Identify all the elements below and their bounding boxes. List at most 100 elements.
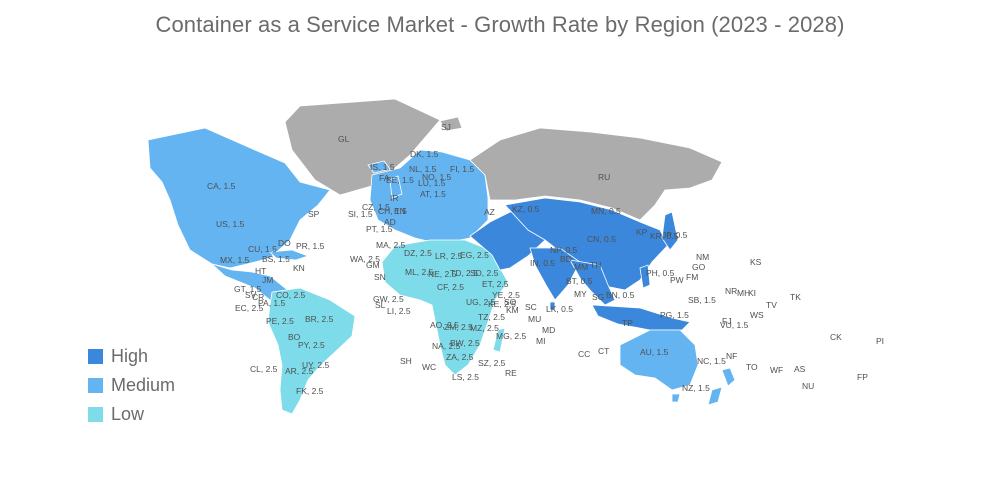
map-label-ug: UG, 2.5 — [466, 297, 496, 307]
map-label-bw: BW, 2.5 — [450, 338, 480, 348]
map-label-bt: BT, 0.5 — [566, 276, 593, 286]
map-label-pa: PA, 1.5 — [258, 298, 286, 308]
map-label-do: DO — [278, 238, 291, 248]
map-label-mh: MH — [737, 288, 750, 298]
map-label-pt: PT, 1.5 — [366, 224, 393, 234]
map-label-np: NP, 0.5 — [550, 245, 578, 255]
map-label-fa: FA — [379, 173, 390, 183]
map-label-kz: KZ, 0.5 — [512, 204, 540, 214]
map-label-km: KM — [506, 305, 519, 315]
map-label-dk: DK, 1.5 — [410, 149, 439, 159]
map-label-cf: CF, 2.5 — [437, 282, 464, 292]
map-label-th: TH — [590, 260, 601, 270]
map-label-ad: AD — [384, 217, 396, 227]
map-label-ye: YE, 2.5 — [492, 290, 520, 300]
map-label-uy: UY, 2.5 — [302, 360, 330, 370]
map-label-pw: PW — [670, 275, 684, 285]
map-label-ws: WS — [750, 310, 764, 320]
region-svalbard — [439, 116, 463, 132]
map-label-pr: PR, 1.5 — [296, 241, 325, 251]
map-label-md: MD — [542, 325, 555, 335]
map-label-sj: SJ — [441, 122, 451, 132]
map-label-us: US, 1.5 — [216, 219, 245, 229]
map-label-mz: MZ, 2.5 — [470, 323, 499, 333]
region-russia — [469, 127, 723, 221]
map-label-ne: NE, 2.5 — [428, 269, 457, 279]
map-label-gm: GM — [366, 260, 380, 270]
map-label-nr: NR — [725, 286, 737, 296]
map-label-ct: CT — [598, 346, 609, 356]
region-madagascar — [492, 327, 506, 353]
map-label-gl: GL — [338, 134, 350, 144]
map-label-au: AU, 1.5 — [640, 347, 669, 357]
legend-item-low: Low — [88, 400, 175, 429]
map-label-ki: KI — [748, 288, 756, 298]
map-label-fi: FI, 1.5 — [450, 164, 474, 174]
map-label-pi: PI — [876, 336, 884, 346]
legend-label-medium: Medium — [111, 375, 176, 395]
region-australia — [619, 329, 699, 391]
map-label-sl: SL — [375, 300, 386, 310]
map-label-td: TD, 2.5 — [450, 268, 478, 278]
map-label-sv: SV — [245, 290, 257, 300]
map-label-at: AT, 1.5 — [420, 189, 446, 199]
map-label-eg: EG, 2.5 — [460, 250, 489, 260]
map-label-is: IS, 1.5 — [370, 162, 395, 172]
map-label-cc: CC — [578, 349, 590, 359]
map-label-cl: CL, 2.5 — [250, 364, 278, 374]
map-label-bd: BD — [560, 254, 572, 264]
map-label-ck: CK — [830, 332, 842, 342]
map-label-py: PY, 2.5 — [298, 340, 325, 350]
region-europe — [369, 149, 489, 245]
map-label-ir: IR — [390, 193, 399, 203]
map-label-kp: KP — [636, 227, 648, 237]
map-label-si: SI, 1.5 — [348, 209, 373, 219]
legend-item-high: High — [88, 342, 175, 371]
map-label-nm: NM — [696, 252, 709, 262]
map-label-sn: SN — [374, 272, 386, 282]
map-label-dz: DZ, 2.5 — [404, 248, 432, 258]
map-label-co: CO, 2.5 — [276, 290, 306, 300]
map-label-ks: KS — [750, 257, 762, 267]
map-label-sp: SP — [308, 209, 320, 219]
map-label-bn: BN, 0.5 — [606, 290, 635, 300]
map-label-tp: TP — [622, 318, 633, 328]
map-label-ma: MA, 2.5 — [376, 240, 406, 250]
map-label-ar: AR, 2.5 — [285, 366, 314, 376]
map-label-fj: FJ — [722, 316, 731, 326]
region-north-america — [147, 127, 331, 269]
map-label-nf: NF — [726, 351, 737, 361]
map-label-zm: ZM, 2.5 — [444, 322, 473, 332]
legend-label-low: Low — [111, 404, 145, 424]
map-label-nl: NL, 1.5 — [409, 164, 437, 174]
map-label-vu: VU, 1.5 — [720, 320, 749, 330]
map-label-na: NA, 2.5 — [432, 341, 461, 351]
map-label-fp: FP — [857, 372, 868, 382]
region-caribbean — [269, 249, 310, 261]
region-new-zealand — [707, 367, 736, 406]
map-label-ls: LS, 2.5 — [452, 372, 479, 382]
map-label-lk: LK, 0.5 — [546, 304, 573, 314]
map-label-no: NO, 1.5 — [422, 172, 452, 182]
map-label-bs: BS, 1.5 — [262, 254, 290, 264]
region-iceland — [367, 160, 391, 174]
map-label-so: SO — [504, 297, 517, 307]
map-label-lu: LU, 1.5 — [418, 178, 446, 188]
region-southeast-asia — [569, 259, 616, 306]
map-label-wc: WC — [422, 362, 436, 372]
map-label-ph: PH, 0.5 — [646, 268, 675, 278]
map-label-az: AZ — [484, 207, 495, 217]
region-philippines — [639, 264, 651, 289]
legend-swatch-high — [88, 349, 103, 364]
legend-item-medium: Medium — [88, 371, 175, 400]
region-indonesia — [591, 304, 691, 331]
map-label-nc: NC, 1.5 — [697, 356, 726, 366]
map-label-ru: RU — [598, 172, 610, 182]
region-india — [529, 247, 581, 301]
map-label-za: ZA, 2.5 — [446, 352, 474, 362]
region-sri-lanka — [549, 301, 556, 311]
map-label-li: LI, 2.5 — [387, 306, 411, 316]
map-label-ec: EC, 2.5 — [235, 303, 264, 313]
map-label-be: BE, 1.5 — [386, 175, 414, 185]
map-label-my: MY — [574, 289, 587, 299]
